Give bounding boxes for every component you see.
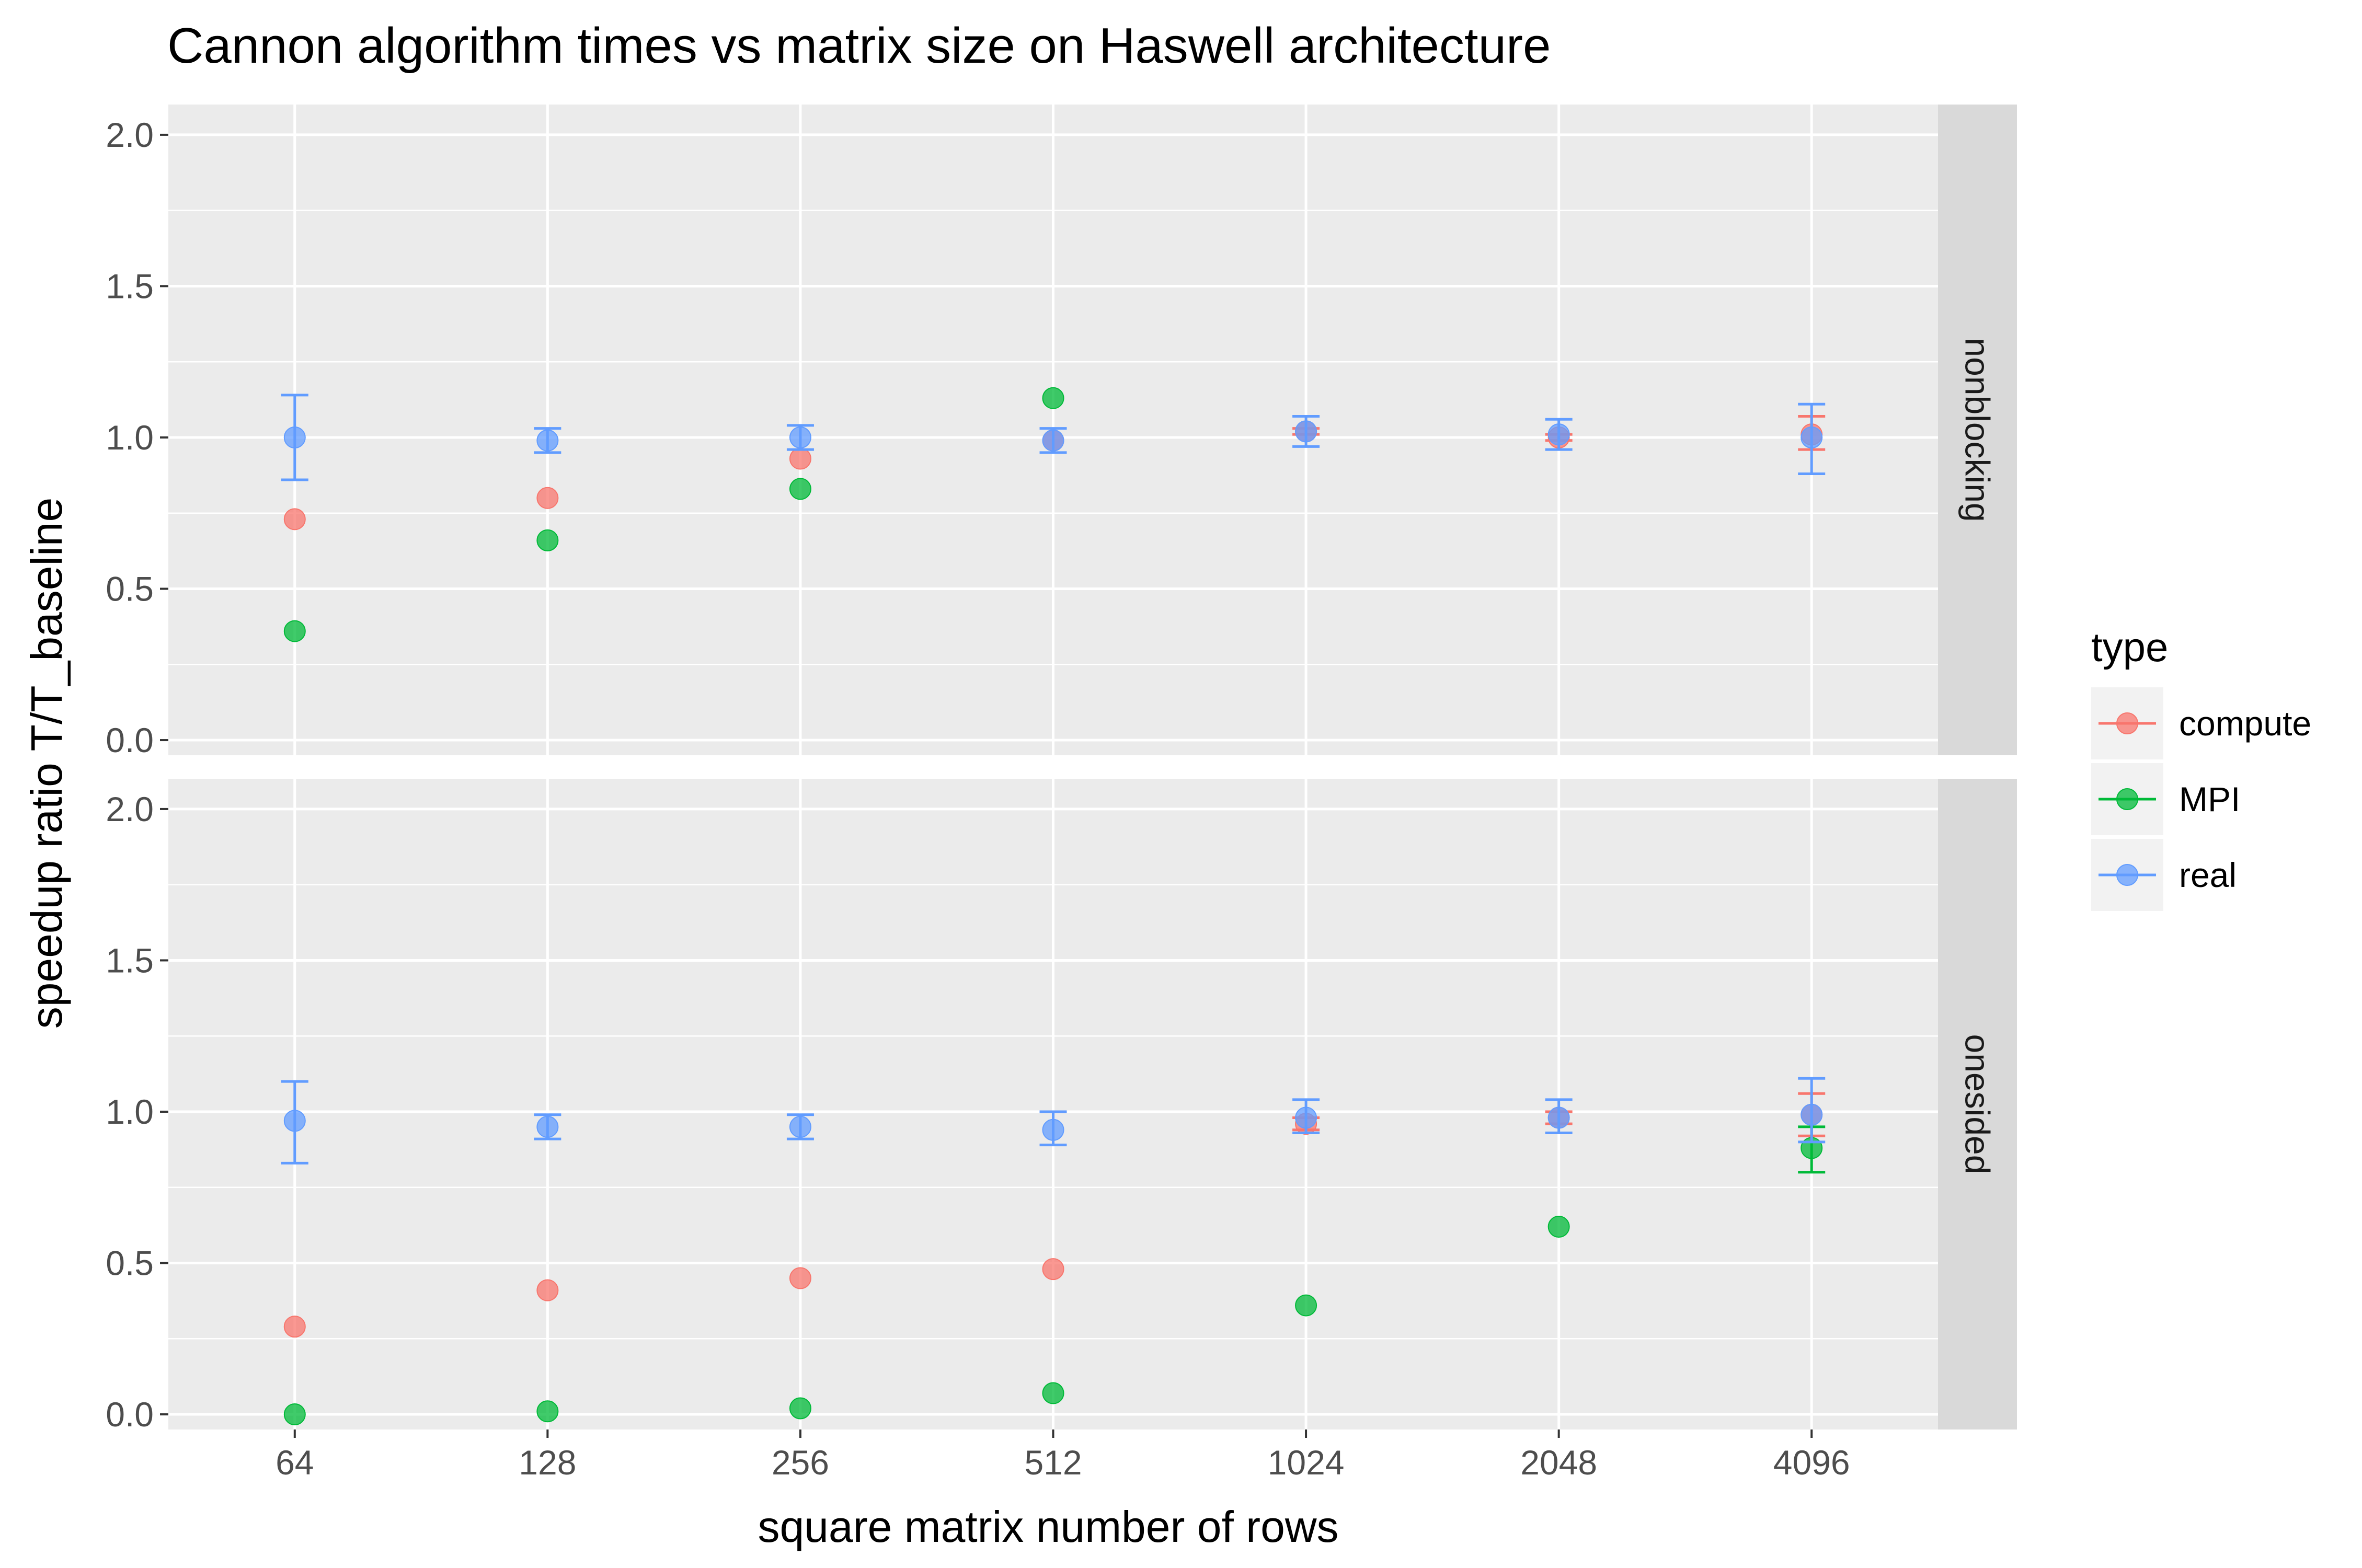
data-point-MPI: [536, 1400, 559, 1423]
panel-onesided: 0.0 0.5 1.0 1.5 2.0 onesided: [106, 779, 2017, 1434]
x-tick-label: 4096: [1773, 1443, 1850, 1482]
y-axis-title: speedup ratio T/T_baseline: [22, 498, 71, 1029]
legend-label: real: [2179, 856, 2237, 894]
facet-strip-label: nonblocking: [1958, 338, 1997, 522]
chart-title: Cannon algorithm times vs matrix size on…: [167, 18, 1551, 74]
legend-key-point: [2116, 864, 2138, 886]
data-point-real: [789, 426, 811, 448]
y-tick-label: 1.0: [106, 1092, 154, 1131]
legend-entry-MPI: MPI: [2091, 763, 2240, 835]
y-tick-label: 2.0: [106, 116, 154, 154]
data-point-MPI: [1295, 1294, 1317, 1317]
data-point-real: [1547, 1106, 1570, 1129]
series-real: [281, 1077, 1826, 1165]
data-point-compute: [789, 1267, 811, 1289]
legend-key-point: [2116, 712, 2138, 734]
data-point-real: [1042, 1119, 1064, 1141]
facet-strip: [1938, 779, 2017, 1429]
y-tick-label: 0.5: [106, 570, 154, 608]
data-point-MPI: [1547, 1216, 1570, 1238]
data-point-MPI: [1042, 387, 1064, 409]
facet-strip-label: onesided: [1958, 1034, 1997, 1174]
legend-label: compute: [2179, 704, 2311, 743]
x-tick-label: 1024: [1268, 1443, 1345, 1482]
data-point-real: [789, 1115, 811, 1138]
panel-nonblocking: 0.0 0.5 1.0 1.5 2.0 nonblocking: [106, 105, 2017, 759]
data-point-real: [536, 429, 559, 452]
data-point-compute: [536, 487, 559, 509]
data-point-real: [1295, 1106, 1317, 1129]
y-tick-label: 0.5: [106, 1244, 154, 1283]
data-point-real: [1042, 429, 1064, 452]
data-point-real: [1295, 420, 1317, 443]
data-point-MPI: [283, 620, 306, 642]
y-tick-label: 1.5: [106, 267, 154, 305]
data-point-compute: [789, 447, 811, 470]
data-point-MPI: [789, 1397, 811, 1420]
data-point-compute: [283, 508, 306, 531]
x-tick-label: 2048: [1520, 1443, 1597, 1482]
x-tick-label: 512: [1024, 1443, 1082, 1482]
y-tick-label: 2.0: [106, 790, 154, 828]
x-axis-title: square matrix number of rows: [758, 1502, 1338, 1551]
legend-label: MPI: [2179, 780, 2240, 818]
panels: 0.0 0.5 1.0 1.5 2.0 nonblocking 0.0 0.5 1.0 1.5 2.…: [106, 105, 2017, 1434]
data-point-compute: [1042, 1258, 1064, 1281]
data-point-real: [536, 1115, 559, 1138]
data-point-real: [283, 426, 306, 448]
data-point-MPI: [283, 1403, 306, 1426]
y-tick-label: 1.0: [106, 418, 154, 457]
data-point-MPI: [1042, 1382, 1064, 1404]
data-point-real: [1801, 1103, 1823, 1126]
series-real: [281, 394, 1826, 481]
x-tick-label: 128: [519, 1443, 576, 1482]
y-tick-label: 1.5: [106, 941, 154, 979]
data-point-real: [1801, 426, 1823, 448]
x-tick-label: 256: [772, 1443, 829, 1482]
data-point-compute: [536, 1279, 559, 1301]
facet-strip: [1938, 105, 2017, 755]
data-point-MPI: [536, 529, 559, 551]
data-point-real: [1547, 423, 1570, 446]
legend-entry-real: real: [2091, 839, 2237, 911]
data-point-compute: [283, 1316, 306, 1338]
legend: type compute MPI real: [2091, 624, 2311, 911]
y-tick-label: 0.0: [106, 1395, 154, 1434]
legend-entry-compute: compute: [2091, 687, 2311, 759]
data-point-MPI: [789, 478, 811, 500]
legend-key-point: [2116, 788, 2138, 810]
series-compute: [283, 1092, 1826, 1338]
x-axis: 64 128 256 512 1024 2048 4096: [276, 1429, 1850, 1482]
legend-title: type: [2091, 624, 2168, 670]
x-tick-label: 64: [276, 1443, 314, 1482]
series-MPI: [283, 387, 1064, 642]
y-tick-label: 0.0: [106, 721, 154, 759]
data-point-real: [283, 1110, 306, 1132]
